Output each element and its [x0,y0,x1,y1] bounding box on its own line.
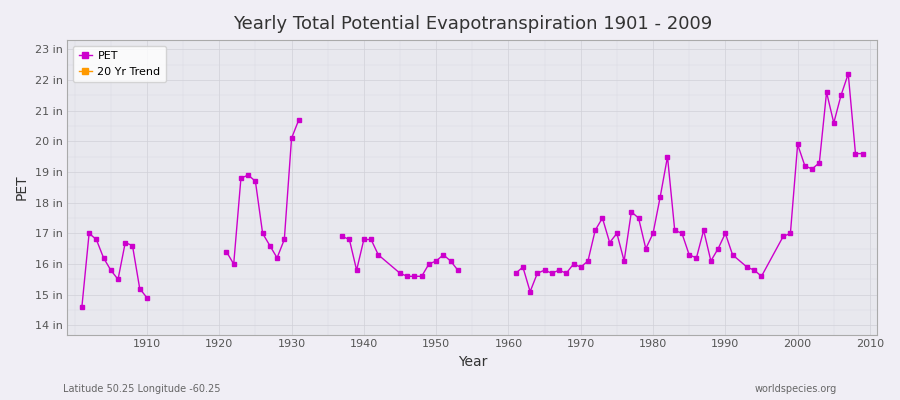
Text: worldspecies.org: worldspecies.org [755,384,837,394]
Y-axis label: PET: PET [15,174,29,200]
Title: Yearly Total Potential Evapotranspiration 1901 - 2009: Yearly Total Potential Evapotranspiratio… [233,15,712,33]
Text: Latitude 50.25 Longitude -60.25: Latitude 50.25 Longitude -60.25 [63,384,220,394]
Legend: PET, 20 Yr Trend: PET, 20 Yr Trend [73,46,166,82]
X-axis label: Year: Year [457,355,487,369]
